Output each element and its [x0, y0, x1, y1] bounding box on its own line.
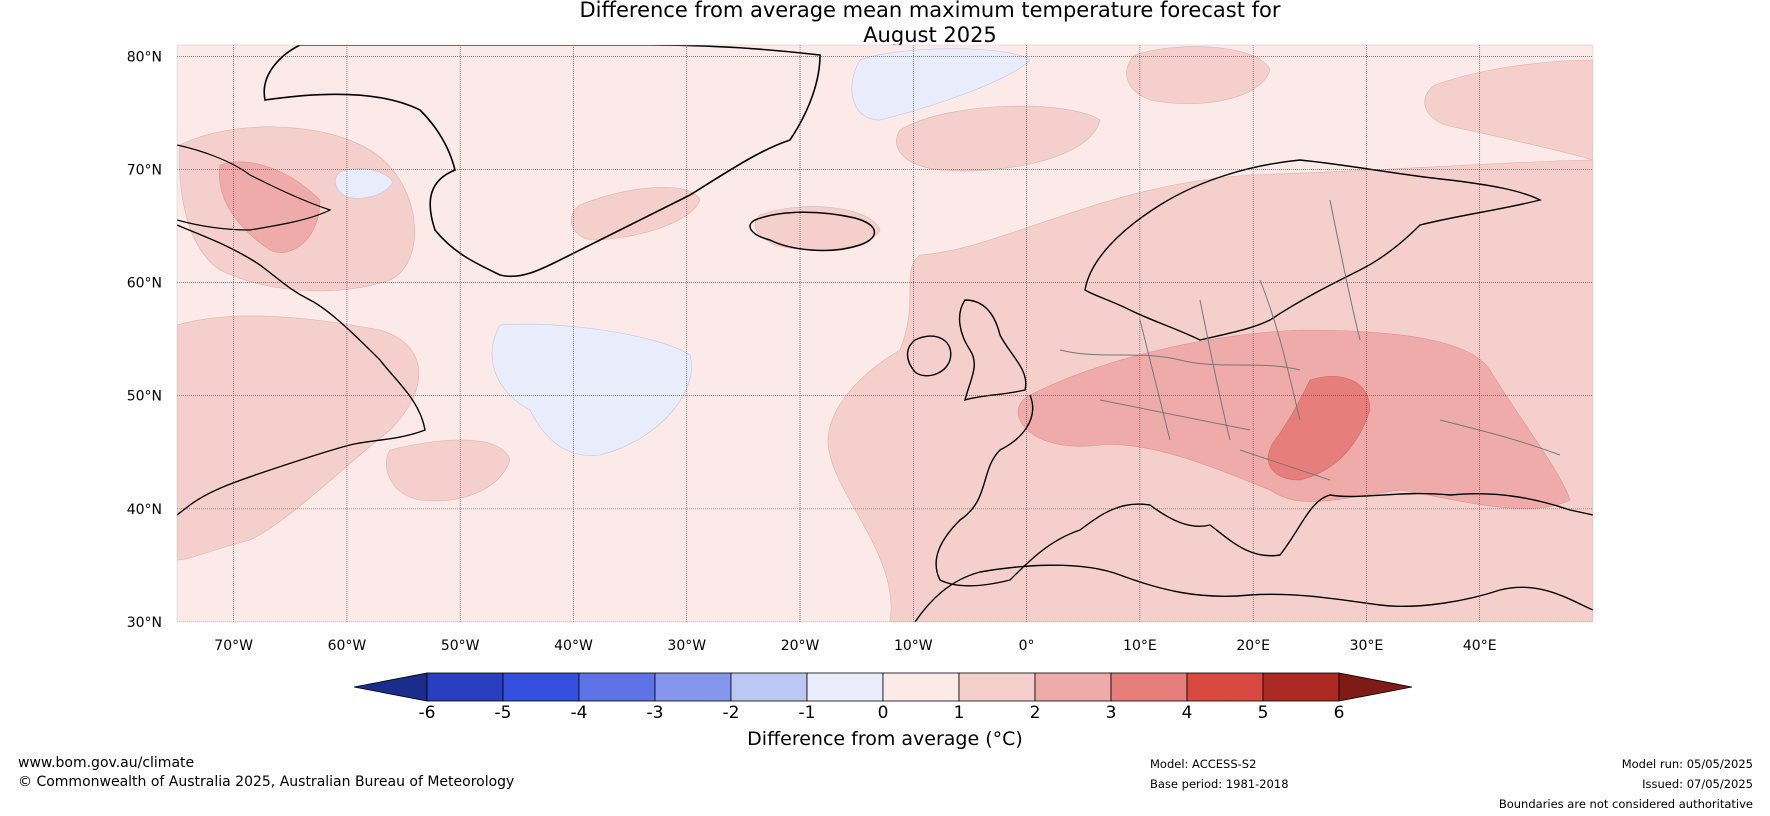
footer-issued: Issued: 07/05/2025 — [1642, 777, 1753, 791]
colorbar-extend-high — [1338, 672, 1413, 702]
coastline-western-europe — [935, 394, 1593, 587]
lon-tick-label: 40°E — [1463, 638, 1497, 654]
coastline-north-africa — [914, 564, 1593, 622]
colorbar-tick-label: -5 — [494, 703, 512, 723]
colorbar-swatch — [806, 672, 884, 702]
anomaly-zone-light — [571, 186, 701, 241]
colorbar-tick-label: 0 — [877, 703, 889, 723]
anomaly-zone-cool — [335, 168, 394, 199]
lat-tick-label: 50°N — [127, 389, 162, 405]
coastline-scandinavia — [1084, 159, 1543, 341]
footer-disclaimer: Boundaries are not considered authoritat… — [1498, 797, 1753, 811]
anomaly-zone-moderate — [219, 161, 321, 253]
lat-tick-label: 70°N — [127, 162, 162, 178]
coastline-canada-islands — [177, 144, 332, 231]
lat-tick-label: 40°N — [127, 502, 162, 518]
footer-website: www.bom.gov.au/climate — [18, 755, 195, 771]
coastline-ireland — [906, 335, 952, 377]
lon-tick-label: 30°W — [667, 638, 706, 654]
latitude-labels: 80°N 70°N 60°N 50°N 40°N 30°N — [127, 49, 162, 631]
colorbar-swatch — [654, 672, 732, 702]
colorbar-tick-label: 1 — [953, 703, 965, 723]
colorbar-tick-label: -1 — [798, 703, 816, 723]
colorbar-swatch — [426, 672, 504, 702]
footer-base-period: Base period: 1981-2018 — [1150, 777, 1289, 791]
colorbar-extend-low — [353, 672, 428, 702]
lon-tick-label: 20°E — [1236, 638, 1270, 654]
anomaly-zone-cool — [491, 323, 692, 456]
colorbar-tick-label: 6 — [1333, 703, 1345, 723]
colorbar-swatch — [578, 672, 656, 702]
colorbar-tick-label: 2 — [1029, 703, 1041, 723]
footer-copyright: © Commonwealth of Australia 2025, Austra… — [18, 774, 515, 790]
coastlines — [177, 45, 1593, 622]
colorbar-tick-label: -6 — [418, 703, 436, 723]
lon-tick-label: 10°E — [1123, 638, 1157, 654]
coastline-iceland — [749, 211, 876, 252]
colorbar-swatch — [1110, 672, 1188, 702]
lon-tick-label: 60°W — [328, 638, 367, 654]
anomaly-zone-light — [177, 315, 420, 561]
coastline-north-america — [177, 224, 426, 516]
footer-model-run: Model run: 05/05/2025 — [1621, 757, 1753, 771]
lon-tick-label: 30°E — [1350, 638, 1384, 654]
graticule — [177, 45, 1593, 622]
anomaly-zone-light — [1126, 46, 1271, 105]
map-title: Difference from average mean maximum tem… — [0, 0, 1770, 48]
footer-model: Model: ACCESS-S2 — [1150, 757, 1257, 771]
country-borders — [1059, 199, 1561, 481]
colorbar-swatch — [882, 672, 960, 702]
map-frame — [176, 44, 1594, 623]
title-line-1: Difference from average mean maximum tem… — [579, 0, 1281, 22]
colorbar-tick-label: 4 — [1181, 703, 1193, 723]
colorbar-tick-label: 3 — [1105, 703, 1117, 723]
title-line-2: August 2025 — [863, 23, 997, 47]
anomaly-zone-light — [1424, 59, 1593, 161]
anomaly-zone-light — [754, 206, 881, 251]
colorbar — [353, 672, 1413, 702]
anomaly-zone-warm — [1267, 376, 1371, 481]
lon-tick-label: 50°W — [441, 638, 480, 654]
colorbar-tick-label: -3 — [646, 703, 664, 723]
lon-tick-label: 70°W — [214, 638, 253, 654]
colorbar-swatch — [1186, 672, 1264, 702]
coastline-great-britain — [958, 299, 1027, 402]
lon-tick-label: 20°W — [781, 638, 820, 654]
colorbar-swatch — [1034, 672, 1112, 702]
colorbar-label: Difference from average (°C) — [747, 728, 1023, 750]
anomaly-shading — [177, 46, 1593, 622]
colorbar-swatch — [502, 672, 580, 702]
lon-tick-label: 0° — [1019, 638, 1035, 654]
coastline-greenland — [263, 45, 821, 278]
anomaly-zone-cool — [851, 48, 1031, 121]
lat-tick-label: 80°N — [127, 49, 162, 65]
colorbar-swatch — [730, 672, 808, 702]
colorbar-tick-label: -2 — [722, 703, 740, 723]
colorbar-tick-label: 5 — [1257, 703, 1269, 723]
longitude-labels: 70°W 60°W 50°W 40°W 30°W 20°W 10°W 0° 10°E 20°E 30… — [214, 638, 1496, 654]
lon-tick-label: 10°W — [894, 638, 933, 654]
anomaly-zone-light — [385, 439, 511, 502]
colorbar-tick-label: -4 — [570, 703, 588, 723]
anomaly-zone-light — [896, 105, 1101, 172]
colorbar-swatch — [958, 672, 1036, 702]
lat-tick-label: 30°N — [127, 615, 162, 631]
lat-tick-label: 60°N — [127, 276, 162, 292]
lon-tick-label: 40°W — [554, 638, 593, 654]
colorbar-swatch — [1262, 672, 1340, 702]
